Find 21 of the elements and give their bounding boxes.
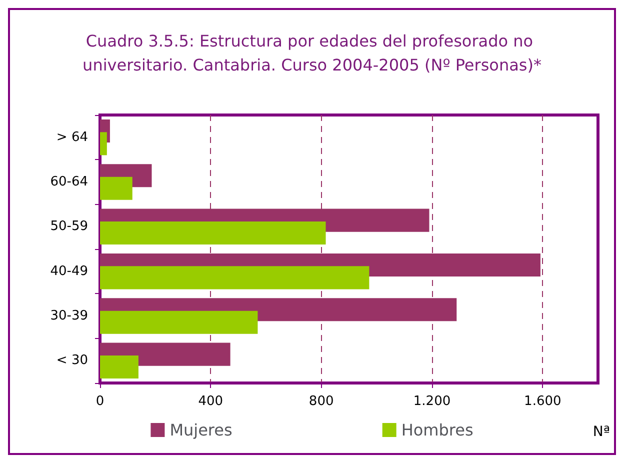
x-tick-label: 1.600 — [524, 394, 562, 409]
x-axis-title: Nª — [592, 424, 610, 440]
bar — [100, 355, 138, 379]
x-tick-label: 0 — [96, 394, 104, 409]
x-tick-label: 1.200 — [413, 394, 451, 409]
y-tick-label: > 64 — [56, 130, 88, 145]
legend-label: Mujeres — [170, 420, 232, 440]
x-tick-label: 800 — [308, 394, 334, 409]
y-tick-label: 50-59 — [50, 219, 88, 234]
bar — [100, 221, 326, 245]
x-tick-label: 400 — [198, 394, 224, 409]
bar — [100, 310, 258, 334]
y-tick-label: 60-64 — [50, 174, 88, 190]
y-tick-label: < 30 — [56, 353, 88, 368]
bar — [100, 176, 132, 200]
chart-title: Cuadro 3.5.5: Estructura por edades del profesorado no universitario. Cantabria. Curso 2004-2005 (Nº Personas)* — [82, 32, 542, 74]
y-tick-label: 30-39 — [50, 308, 88, 324]
legend-label: Hombres — [401, 420, 474, 440]
bar — [100, 266, 370, 290]
y-tick-label: 40-49 — [50, 264, 88, 279]
bar — [100, 132, 107, 156]
